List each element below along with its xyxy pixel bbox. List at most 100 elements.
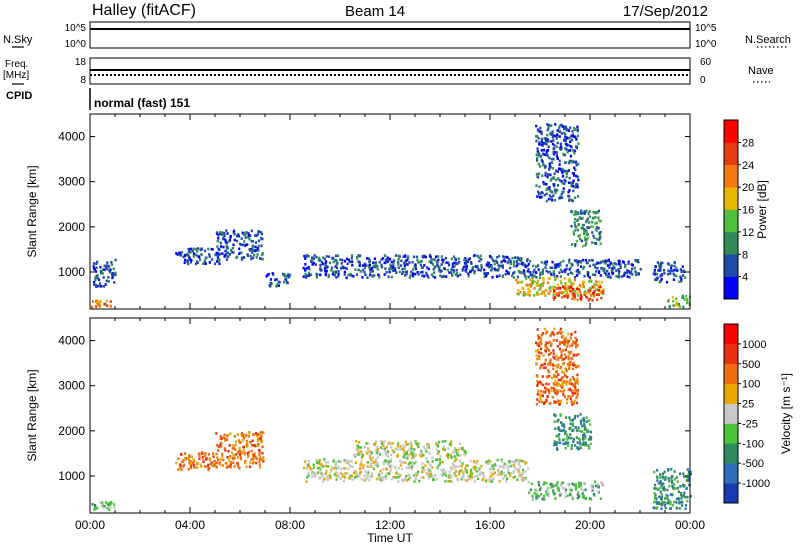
scatter-cell	[613, 262, 616, 265]
scatter-cell	[453, 265, 456, 268]
scatter-cell	[577, 437, 581, 441]
scatter-cell	[551, 130, 554, 133]
scatter-cell	[575, 174, 578, 178]
scatter-cell	[262, 456, 265, 459]
scatter-cell	[542, 182, 545, 186]
scatter-cell	[563, 287, 566, 290]
scatter-cell	[456, 478, 459, 481]
scatter-cell	[568, 380, 571, 384]
scatter-cell	[576, 496, 579, 500]
scatter-cell	[470, 261, 473, 264]
scatter-cell	[569, 154, 572, 158]
scatter-cell	[232, 461, 235, 464]
scatter-cell	[402, 255, 405, 258]
scatter-cell	[451, 265, 454, 269]
scatter-cell	[304, 257, 307, 260]
scatter-cell	[449, 453, 452, 457]
scatter-cell	[548, 186, 551, 189]
scatter-cell	[215, 251, 218, 255]
scatter-cell	[681, 494, 684, 498]
scatter-cell	[492, 477, 495, 481]
scatter-cell	[485, 272, 488, 275]
scatter-cell	[600, 296, 603, 300]
time-axis: 00:00 04:00 08:00 12:00 16:00 20:00 00:00Time …	[75, 518, 705, 545]
scatter-cell	[453, 450, 456, 454]
scatter-cell	[244, 236, 247, 239]
scatter-cell	[546, 363, 549, 366]
scatter-cell	[395, 476, 398, 479]
scatter-cell	[657, 501, 660, 504]
scatter-cell	[563, 138, 566, 142]
scatter-cell	[545, 269, 548, 273]
scatter-cell	[435, 260, 438, 263]
scatter-cell	[533, 287, 536, 290]
scatter-cell	[561, 362, 565, 366]
scatter-cell	[351, 260, 354, 263]
scatter-cell	[345, 257, 348, 261]
scatter-cell	[572, 213, 575, 216]
scatter-cell	[628, 276, 631, 279]
scatter-cell	[184, 253, 187, 257]
scatter-cell	[573, 149, 576, 153]
scatter-cell	[334, 463, 337, 466]
scatter-cell	[335, 474, 338, 478]
scatter-cell	[520, 259, 523, 263]
scatter-cell	[393, 267, 397, 270]
scatter-cell	[532, 264, 535, 268]
scatter-cell	[563, 127, 566, 131]
y-tick-label: 2000	[58, 220, 85, 234]
scatter-cell	[533, 274, 536, 278]
scatter-cell	[431, 466, 434, 469]
scatter-cell	[317, 258, 321, 262]
scatter-cell	[572, 440, 575, 444]
scatter-cell	[275, 278, 278, 281]
scatter-cell	[569, 289, 572, 293]
scatter-cell	[518, 459, 521, 462]
scatter-cell	[564, 367, 567, 371]
scatter-cell	[527, 491, 531, 495]
scatter-cell	[564, 282, 567, 285]
scatter-cell	[655, 272, 658, 276]
scatter-cell	[557, 487, 560, 490]
scatter-cell	[548, 349, 551, 352]
scatter-cell	[544, 260, 547, 264]
scatter-cell	[667, 499, 670, 502]
scatter-cell	[221, 231, 224, 234]
scatter-cell	[401, 267, 404, 271]
scatter-cell	[419, 263, 422, 267]
scatter-cell	[556, 332, 559, 335]
scatter-cell	[369, 458, 372, 461]
scatter-cell	[545, 188, 548, 192]
scatter-cell	[570, 199, 574, 202]
scatter-cell	[554, 134, 557, 138]
scatter-cell	[458, 447, 461, 450]
scatter-cell	[550, 386, 553, 390]
scatter-cell	[682, 274, 685, 277]
scatter-cell	[607, 258, 610, 262]
scatter-cell	[662, 482, 665, 486]
scatter-cell	[343, 273, 346, 276]
scatter-cell	[309, 273, 313, 276]
scatter-cell	[548, 197, 551, 201]
scatter-cell	[597, 288, 600, 292]
scatter-cell	[392, 475, 395, 479]
scatter-cell	[653, 500, 656, 504]
scatter-cell	[399, 445, 402, 448]
scatter-cell	[566, 438, 569, 441]
scatter-cell	[669, 493, 672, 496]
scatter-cell	[486, 460, 490, 463]
scatter-cell	[306, 274, 309, 277]
scatter-cell	[571, 403, 574, 406]
scatter-cell	[242, 436, 245, 440]
scatter-cell	[535, 153, 538, 156]
scatter-cell	[540, 347, 543, 351]
scatter-cell	[403, 453, 407, 457]
scatter-cell	[572, 179, 575, 183]
scatter-cell	[464, 262, 467, 266]
scatter-cell	[324, 464, 327, 468]
scatter-cell	[576, 441, 579, 444]
scatter-region	[667, 294, 692, 309]
scatter-cell	[232, 453, 235, 457]
scatter-cell	[577, 426, 580, 429]
scatter-cell	[552, 387, 555, 390]
